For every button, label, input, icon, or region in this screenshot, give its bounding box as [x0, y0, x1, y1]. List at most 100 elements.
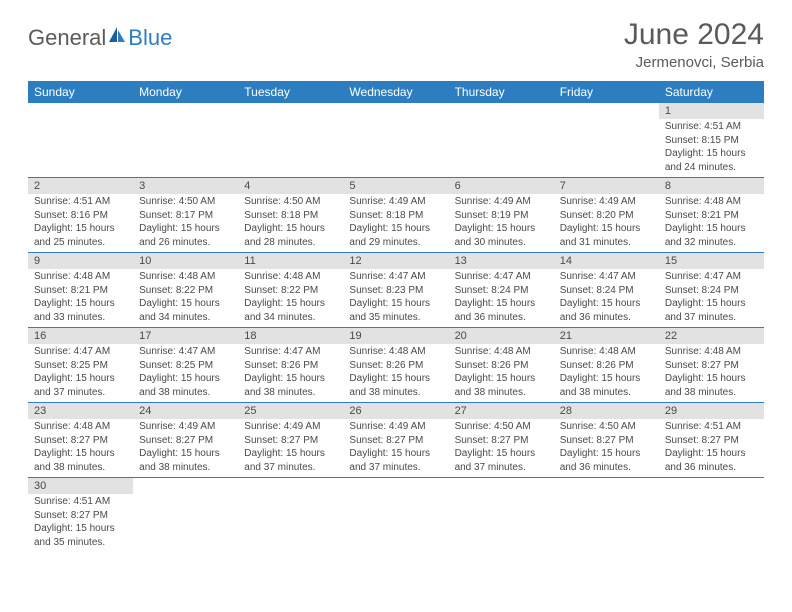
day-number: 15 — [659, 253, 764, 269]
calendar-cell: 4Sunrise: 4:50 AMSunset: 8:18 PMDaylight… — [238, 178, 343, 253]
calendar-cell: 10Sunrise: 4:48 AMSunset: 8:22 PMDayligh… — [133, 253, 238, 328]
info-line: Sunset: 8:20 PM — [560, 209, 653, 223]
info-line: Daylight: 15 hours — [665, 147, 758, 161]
header: General Blue June 2024 Jermenovci, Serbi… — [28, 18, 764, 71]
info-line: Sunrise: 4:49 AM — [349, 420, 442, 434]
info-line: Daylight: 15 hours — [139, 222, 232, 236]
day-info: Sunrise: 4:48 AMSunset: 8:27 PMDaylight:… — [28, 419, 133, 477]
info-line: Sunset: 8:16 PM — [34, 209, 127, 223]
calendar-cell: 23Sunrise: 4:48 AMSunset: 8:27 PMDayligh… — [28, 403, 133, 478]
info-line: and 34 minutes. — [139, 311, 232, 325]
info-line: and 24 minutes. — [665, 161, 758, 175]
info-line: Sunset: 8:24 PM — [455, 284, 548, 298]
info-line: Daylight: 15 hours — [560, 372, 653, 386]
day-number: 27 — [449, 403, 554, 419]
info-line: Daylight: 15 hours — [139, 372, 232, 386]
info-line: Sunset: 8:27 PM — [34, 509, 127, 523]
calendar-cell — [554, 103, 659, 178]
calendar-row: 9Sunrise: 4:48 AMSunset: 8:21 PMDaylight… — [28, 253, 764, 328]
day-header: Sunday — [28, 81, 133, 103]
info-line: Daylight: 15 hours — [34, 447, 127, 461]
info-line: Daylight: 15 hours — [455, 297, 548, 311]
calendar-cell: 5Sunrise: 4:49 AMSunset: 8:18 PMDaylight… — [343, 178, 448, 253]
calendar-cell: 14Sunrise: 4:47 AMSunset: 8:24 PMDayligh… — [554, 253, 659, 328]
info-line: Sunset: 8:27 PM — [665, 359, 758, 373]
info-line: Sunrise: 4:49 AM — [139, 420, 232, 434]
calendar-cell — [449, 478, 554, 553]
calendar-page: General Blue June 2024 Jermenovci, Serbi… — [0, 0, 792, 570]
info-line: Sunrise: 4:47 AM — [560, 270, 653, 284]
info-line: and 35 minutes. — [34, 536, 127, 550]
day-number: 18 — [238, 328, 343, 344]
info-line: Daylight: 15 hours — [244, 372, 337, 386]
info-line: Sunset: 8:27 PM — [244, 434, 337, 448]
info-line: and 38 minutes. — [139, 386, 232, 400]
info-line: Sunrise: 4:48 AM — [665, 195, 758, 209]
info-line: Sunset: 8:27 PM — [34, 434, 127, 448]
calendar-cell: 28Sunrise: 4:50 AMSunset: 8:27 PMDayligh… — [554, 403, 659, 478]
info-line: Daylight: 15 hours — [665, 447, 758, 461]
day-header: Wednesday — [343, 81, 448, 103]
sail-icon — [106, 24, 128, 51]
logo: General Blue — [28, 24, 172, 51]
info-line: Daylight: 15 hours — [349, 372, 442, 386]
info-line: Sunrise: 4:48 AM — [34, 420, 127, 434]
info-line: Daylight: 15 hours — [349, 447, 442, 461]
calendar-cell: 9Sunrise: 4:48 AMSunset: 8:21 PMDaylight… — [28, 253, 133, 328]
calendar-cell: 21Sunrise: 4:48 AMSunset: 8:26 PMDayligh… — [554, 328, 659, 403]
info-line: Daylight: 15 hours — [244, 222, 337, 236]
day-info: Sunrise: 4:50 AMSunset: 8:18 PMDaylight:… — [238, 194, 343, 252]
info-line: Sunrise: 4:48 AM — [139, 270, 232, 284]
day-number: 21 — [554, 328, 659, 344]
day-number: 23 — [28, 403, 133, 419]
calendar-cell — [238, 478, 343, 553]
calendar-cell — [449, 103, 554, 178]
info-line: and 37 minutes. — [244, 461, 337, 475]
day-info: Sunrise: 4:49 AMSunset: 8:18 PMDaylight:… — [343, 194, 448, 252]
calendar-header-row: Sunday Monday Tuesday Wednesday Thursday… — [28, 81, 764, 103]
info-line: Sunrise: 4:47 AM — [665, 270, 758, 284]
day-info: Sunrise: 4:48 AMSunset: 8:21 PMDaylight:… — [28, 269, 133, 327]
calendar-cell — [554, 478, 659, 553]
info-line: and 38 minutes. — [34, 461, 127, 475]
day-header: Monday — [133, 81, 238, 103]
info-line: and 33 minutes. — [34, 311, 127, 325]
info-line: Sunrise: 4:48 AM — [244, 270, 337, 284]
info-line: Sunrise: 4:47 AM — [455, 270, 548, 284]
info-line: Sunrise: 4:50 AM — [139, 195, 232, 209]
info-line: and 37 minutes. — [34, 386, 127, 400]
info-line: Daylight: 15 hours — [139, 297, 232, 311]
info-line: Sunrise: 4:51 AM — [665, 120, 758, 134]
calendar-cell — [133, 103, 238, 178]
calendar-row: 2Sunrise: 4:51 AMSunset: 8:16 PMDaylight… — [28, 178, 764, 253]
day-number: 19 — [343, 328, 448, 344]
day-number: 8 — [659, 178, 764, 194]
info-line: Sunset: 8:26 PM — [455, 359, 548, 373]
day-number: 20 — [449, 328, 554, 344]
info-line: and 36 minutes. — [665, 461, 758, 475]
day-number: 11 — [238, 253, 343, 269]
info-line: and 38 minutes. — [349, 386, 442, 400]
info-line: Sunrise: 4:50 AM — [455, 420, 548, 434]
day-number: 30 — [28, 478, 133, 494]
info-line: Sunset: 8:18 PM — [244, 209, 337, 223]
info-line: Sunset: 8:27 PM — [560, 434, 653, 448]
info-line: Sunset: 8:27 PM — [665, 434, 758, 448]
info-line: and 36 minutes. — [560, 311, 653, 325]
info-line: Daylight: 15 hours — [139, 447, 232, 461]
info-line: Daylight: 15 hours — [665, 297, 758, 311]
day-header: Tuesday — [238, 81, 343, 103]
info-line: Daylight: 15 hours — [455, 447, 548, 461]
info-line: Sunrise: 4:49 AM — [349, 195, 442, 209]
info-line: Daylight: 15 hours — [244, 297, 337, 311]
info-line: Sunset: 8:15 PM — [665, 134, 758, 148]
info-line: Daylight: 15 hours — [455, 372, 548, 386]
calendar-body: 1Sunrise: 4:51 AMSunset: 8:15 PMDaylight… — [28, 103, 764, 552]
info-line: and 38 minutes. — [139, 461, 232, 475]
title-block: June 2024 Jermenovci, Serbia — [624, 18, 764, 71]
info-line: Sunset: 8:25 PM — [139, 359, 232, 373]
day-info: Sunrise: 4:48 AMSunset: 8:26 PMDaylight:… — [554, 344, 659, 402]
info-line: Sunrise: 4:47 AM — [139, 345, 232, 359]
info-line: and 36 minutes. — [455, 311, 548, 325]
info-line: Sunrise: 4:51 AM — [34, 495, 127, 509]
